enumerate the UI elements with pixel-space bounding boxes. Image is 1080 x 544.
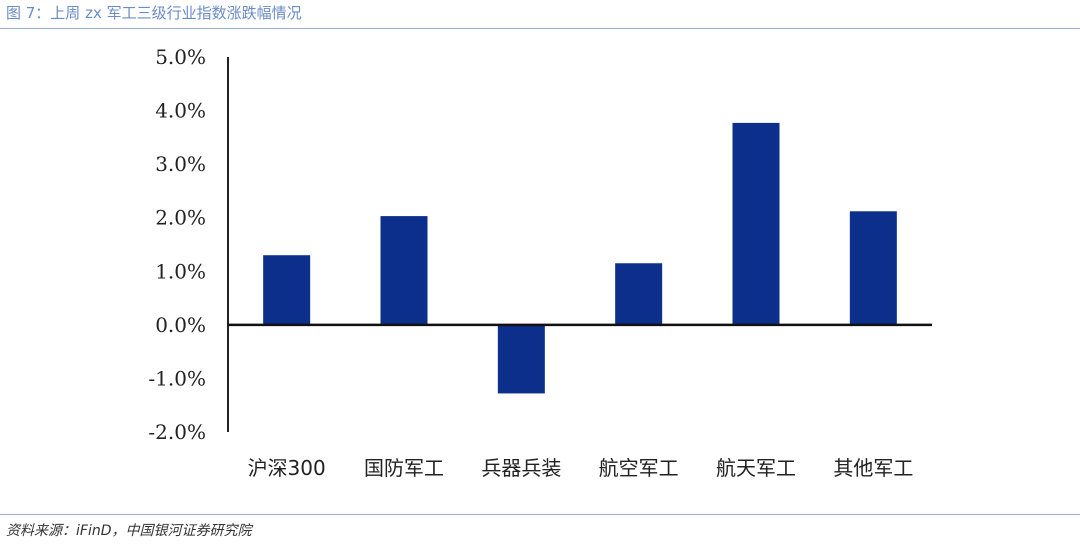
bar-6: [849, 211, 897, 325]
x-tick-label: 国防军工: [364, 456, 444, 480]
y-tick-label: 4.0%: [155, 99, 206, 123]
bars: [263, 122, 897, 394]
category-labels: 沪深300 国防军工 兵器兵装 航空军工 航天军工 其他军工: [248, 456, 914, 480]
y-tick-label: -2.0%: [148, 420, 206, 444]
bar-3: [497, 324, 545, 394]
source-note: 资料来源：iFinD，中国银河证券研究院: [6, 523, 252, 539]
bottom-divider: [0, 514, 1080, 515]
bar-2: [380, 216, 428, 325]
x-tick-label: 沪深300: [248, 456, 326, 480]
x-tick-label: 兵器兵装: [481, 456, 561, 480]
y-tick-label: 2.0%: [155, 206, 206, 230]
x-tick-label: 其他军工: [833, 456, 913, 480]
bar-1: [263, 255, 311, 325]
x-tick-label: 航空军工: [599, 456, 679, 480]
y-tick-label: 5.0%: [155, 45, 206, 69]
x-tick-label: 航天军工: [716, 456, 796, 480]
y-tick-label: 1.0%: [155, 259, 206, 283]
figure-title: 图 7：上周 zx 军工三级行业指数涨跌幅情况: [6, 4, 302, 22]
y-tick-label: 0.0%: [155, 313, 206, 337]
y-axis: 5.0% 4.0% 3.0% 2.0% 1.0% 0.0% -1.0% -2.0%: [148, 45, 229, 444]
y-tick-label: -1.0%: [148, 366, 206, 390]
bar-4: [615, 263, 663, 325]
y-tick-label: 3.0%: [155, 152, 206, 176]
top-divider: [0, 28, 1080, 29]
bar-5: [732, 122, 780, 325]
